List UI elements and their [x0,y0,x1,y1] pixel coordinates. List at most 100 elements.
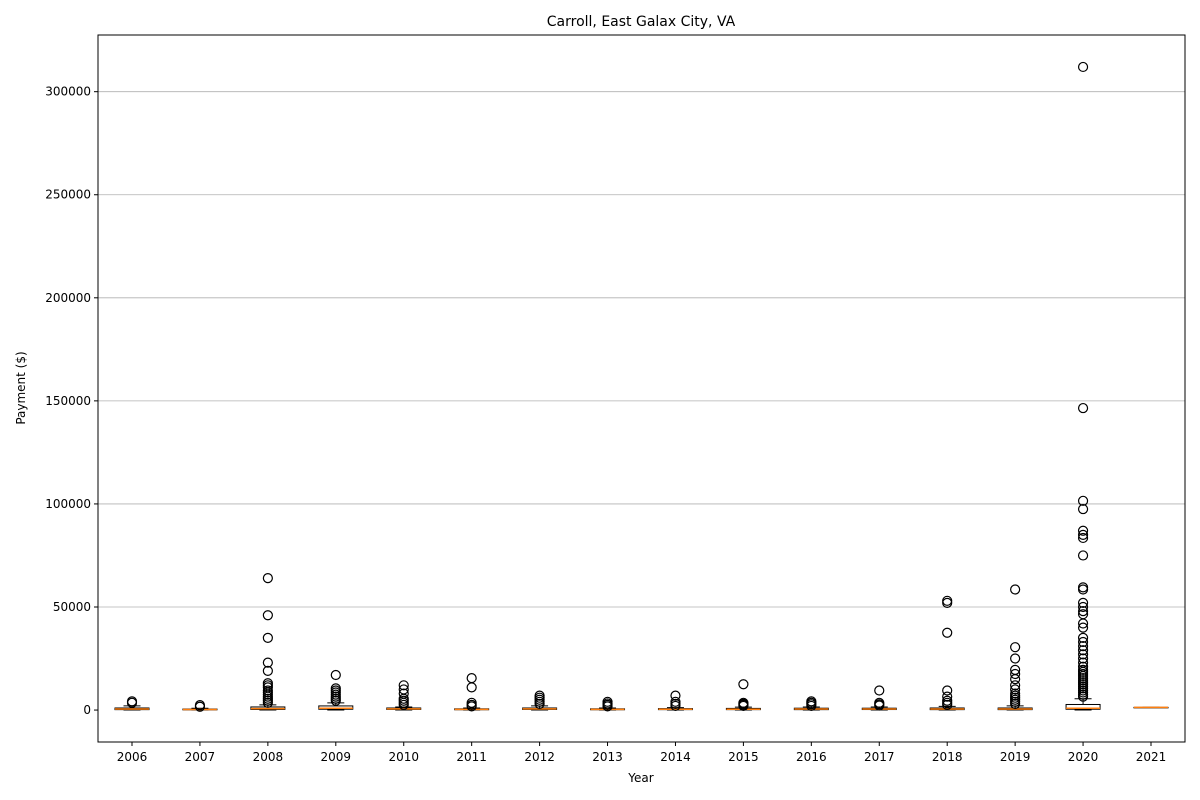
box-2018 [929,595,965,711]
x-tick-label: 2020 [1068,750,1099,764]
outlier-point [1077,636,1089,648]
box-2014 [657,690,693,712]
outlier-point [1077,597,1089,608]
outlier-point [806,696,817,707]
box-2013 [590,696,626,712]
outlier-point [1010,680,1021,691]
y-tick-label: 250000 [45,188,91,202]
outlier-point [1077,61,1089,73]
x-tick-label: 2013 [592,750,623,764]
x-tick-label: 2011 [456,750,487,764]
y-tick-label: 150000 [45,394,91,408]
outlier-point [1010,684,1021,695]
x-tick-label: 2007 [185,750,216,764]
outlier-point [1077,622,1089,633]
outlier-point [262,610,273,621]
y-gridlines [98,91,1185,608]
box-2009 [318,669,354,711]
outlier-point [1077,550,1089,561]
outlier-point [1077,664,1089,675]
chart-title: Carroll, East Galax City, VA [547,14,736,30]
box-2017 [861,685,897,711]
outlier-point [398,684,409,695]
plot-frame [97,34,1186,743]
x-tick-label: 2021 [1136,750,1167,764]
box-2010 [386,680,422,711]
outlier-point [262,632,273,644]
outlier-point [466,682,477,693]
outlier-point [1077,532,1089,544]
box-2015 [725,679,761,712]
outlier-point [1077,495,1089,506]
outlier-point [874,697,885,708]
outlier-point [1077,582,1089,593]
outlier-point [942,627,953,638]
box-2016 [793,696,829,712]
y-axis-label: Payment ($) [14,351,28,424]
outlier-point [398,680,409,691]
box-2006 [114,696,150,711]
outlier-point [1077,653,1089,664]
outlier-point [738,697,749,708]
outlier-point [1010,653,1021,664]
box-2007 [182,700,218,712]
outlier-point [942,595,953,606]
outlier-point [942,685,953,696]
outlier-point [262,678,273,689]
outlier-point [942,695,953,706]
x-tick-label: 2019 [1000,750,1031,764]
outlier-point [126,696,138,707]
outlier-point [1077,525,1089,536]
outlier-point [1077,661,1089,672]
x-tick-label: 2017 [864,750,895,764]
outlier-point [1010,642,1021,653]
outlier-point [398,688,409,699]
outlier-point [1077,632,1089,644]
outlier-point [602,696,613,707]
x-tick-label: 2014 [660,750,691,764]
outlier-point [1010,668,1021,680]
box-2020 [1065,61,1101,711]
x-tick-label: 2015 [728,750,759,764]
y-tick-label: 0 [83,703,91,717]
outlier-point [534,690,545,701]
box-2021 [1133,706,1169,709]
outlier-point [262,657,273,668]
outlier-point [1010,584,1021,595]
outlier-point [466,697,477,708]
outlier-point [1077,641,1089,652]
outlier-point [262,665,273,676]
outlier-point [1077,606,1089,617]
outlier-point [670,690,681,701]
box-2019 [997,584,1033,711]
box-2012 [522,690,558,711]
outlier-point [942,691,953,702]
outlier-point [262,573,273,584]
outlier-point [1077,503,1089,515]
x-tick-label: 2018 [932,750,963,764]
y-tick-label: 200000 [45,291,91,305]
outlier-point [942,597,953,608]
outlier-point [1077,402,1089,414]
outlier-point [1077,609,1089,620]
outlier-point [738,679,749,690]
x-tick-label: 2006 [117,750,148,764]
x-tick-label: 2016 [796,750,827,764]
outlier-point [262,685,273,696]
outlier-point [330,683,341,694]
x-axis-ticks: 2006 2007 2008 2009 2010 2011 2012 2013 2014 2015… [117,742,1167,764]
box-series [114,61,1169,712]
x-tick-label: 2012 [524,750,555,764]
x-axis-label: Year [627,771,653,785]
outlier-point [670,696,681,707]
box-2008 [250,573,286,711]
iqr-box [1065,703,1101,710]
outlier-point [1010,688,1021,699]
outlier-point [1077,529,1089,540]
x-tick-label: 2008 [253,750,284,764]
outlier-point [874,685,885,696]
outlier-point [1077,584,1089,595]
box-2011 [454,673,490,712]
x-tick-label: 2009 [321,750,352,764]
